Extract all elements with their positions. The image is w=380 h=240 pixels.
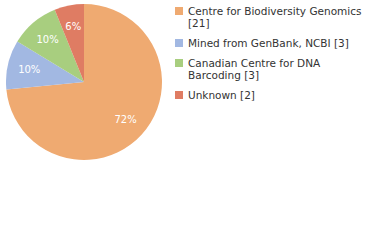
legend-label: Mined from GenBank, NCBI [3]	[188, 37, 349, 49]
data-label: 10%	[18, 64, 40, 75]
slice	[6, 4, 162, 160]
legend: Centre for Biodiversity Genomics[21] Mine…	[175, 5, 361, 101]
legend-label: Unknown [2]	[188, 89, 255, 101]
legend-label: Centre for Biodiversity Genomics[21]	[188, 5, 361, 29]
data-label: 10%	[36, 34, 58, 45]
pie: 72% 10% 10% 6%	[6, 4, 162, 160]
chart: 72% 10% 10% 6% Centre for Biodiversity Genom…	[0, 0, 380, 240]
slices	[6, 4, 162, 160]
data-label: 6%	[65, 21, 81, 32]
legend-swatch	[175, 7, 183, 15]
legend-swatch	[175, 59, 183, 67]
legend-swatch	[175, 91, 183, 99]
legend-label: Canadian Centre for DNABarcoding [3]	[188, 57, 321, 81]
slice-group	[6, 4, 162, 160]
data-label: 72%	[114, 114, 136, 125]
slice	[55, 4, 84, 82]
legend-swatch	[175, 39, 183, 47]
